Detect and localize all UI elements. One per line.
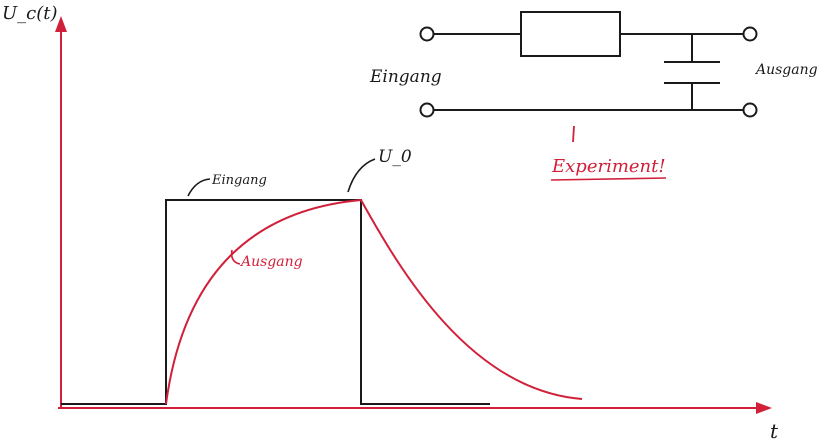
axes [55,16,772,414]
input-terminal-bottom [419,102,435,118]
peak-label-leader [347,158,376,193]
input-pulse-curve [61,199,490,405]
output-terminal-top [742,26,758,42]
x-axis-arrow-icon [756,402,772,414]
circuit-input-label: Eingang [369,67,442,87]
experiment-note-underline [550,177,667,181]
note-tick [572,125,575,143]
output-curve-label: Ausgang [239,254,303,270]
input-curve-label: Eingang [211,173,267,188]
output-curve [165,198,583,405]
input-terminal-top [419,26,435,42]
y-axis-arrow-icon [55,16,67,32]
experiment-note: Experiment! [551,156,666,177]
output-label-leader [230,249,241,265]
peak-voltage-label: U_0 [378,147,412,167]
output-terminal-bottom [742,102,758,118]
input-label-leader [187,178,211,197]
circuit-output-label: Ausgang [754,62,818,78]
y-axis-label: U_c(t) [2,3,58,24]
x-axis-label: t [770,419,779,441]
resistor [520,11,621,57]
rc-circuit [419,11,758,118]
